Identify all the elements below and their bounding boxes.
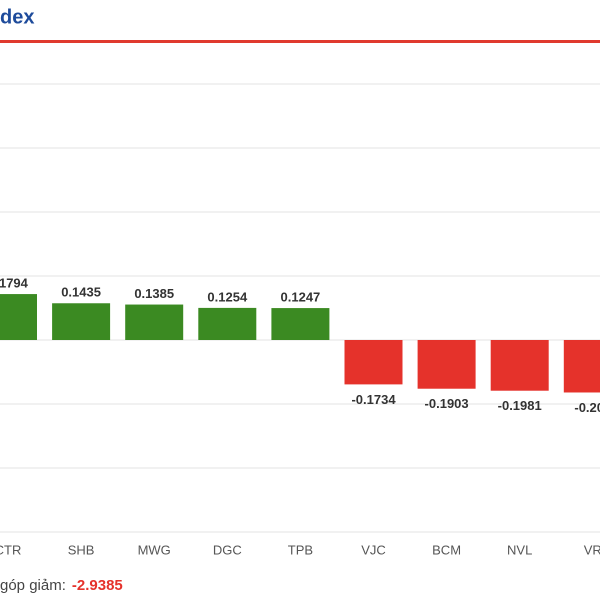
bar: [490, 340, 549, 391]
bar: [198, 307, 257, 340]
x-tick-label: SHB: [68, 542, 95, 557]
x-tick-label: MWG: [138, 542, 171, 557]
data-label: -0.1903: [425, 396, 469, 411]
bar: [344, 340, 403, 385]
x-tick-label: TPB: [288, 542, 313, 557]
data-label: -0.1981: [498, 398, 542, 413]
x-tick-label: BCM: [432, 542, 461, 557]
x-tick-label: NVL: [507, 542, 532, 557]
chart-title: dex: [0, 6, 34, 28]
bar: [0, 294, 37, 340]
bar: [271, 308, 330, 340]
data-label: -0.1734: [351, 392, 396, 407]
data-label: -0.205: [574, 400, 600, 415]
header-rule: [0, 40, 600, 43]
data-label: 0.1385: [134, 286, 174, 301]
footer-value: -2.9385: [72, 577, 123, 594]
bar: [563, 340, 600, 393]
footer-label: góp giảm:: [0, 577, 66, 594]
data-label: 0.1247: [281, 290, 321, 305]
x-tick-label: CTR: [0, 542, 21, 557]
x-tick-label: DGC: [213, 542, 242, 557]
data-label: 0.1254: [207, 289, 248, 304]
data-label: 0.1435: [61, 285, 101, 300]
plot: CTR 0.1794 SHB 0.1435 MWG 0.1385 DGC 0.1254 TPB 0…: [0, 83, 600, 557]
x-tick-label: VR: [584, 542, 600, 557]
bar: [52, 303, 111, 340]
bar: [125, 304, 184, 340]
footer: góp giảm: -2.9385: [0, 577, 123, 594]
x-tick-label: VJC: [361, 542, 386, 557]
data-label: 0.1794: [0, 276, 29, 291]
bar: [417, 340, 476, 389]
